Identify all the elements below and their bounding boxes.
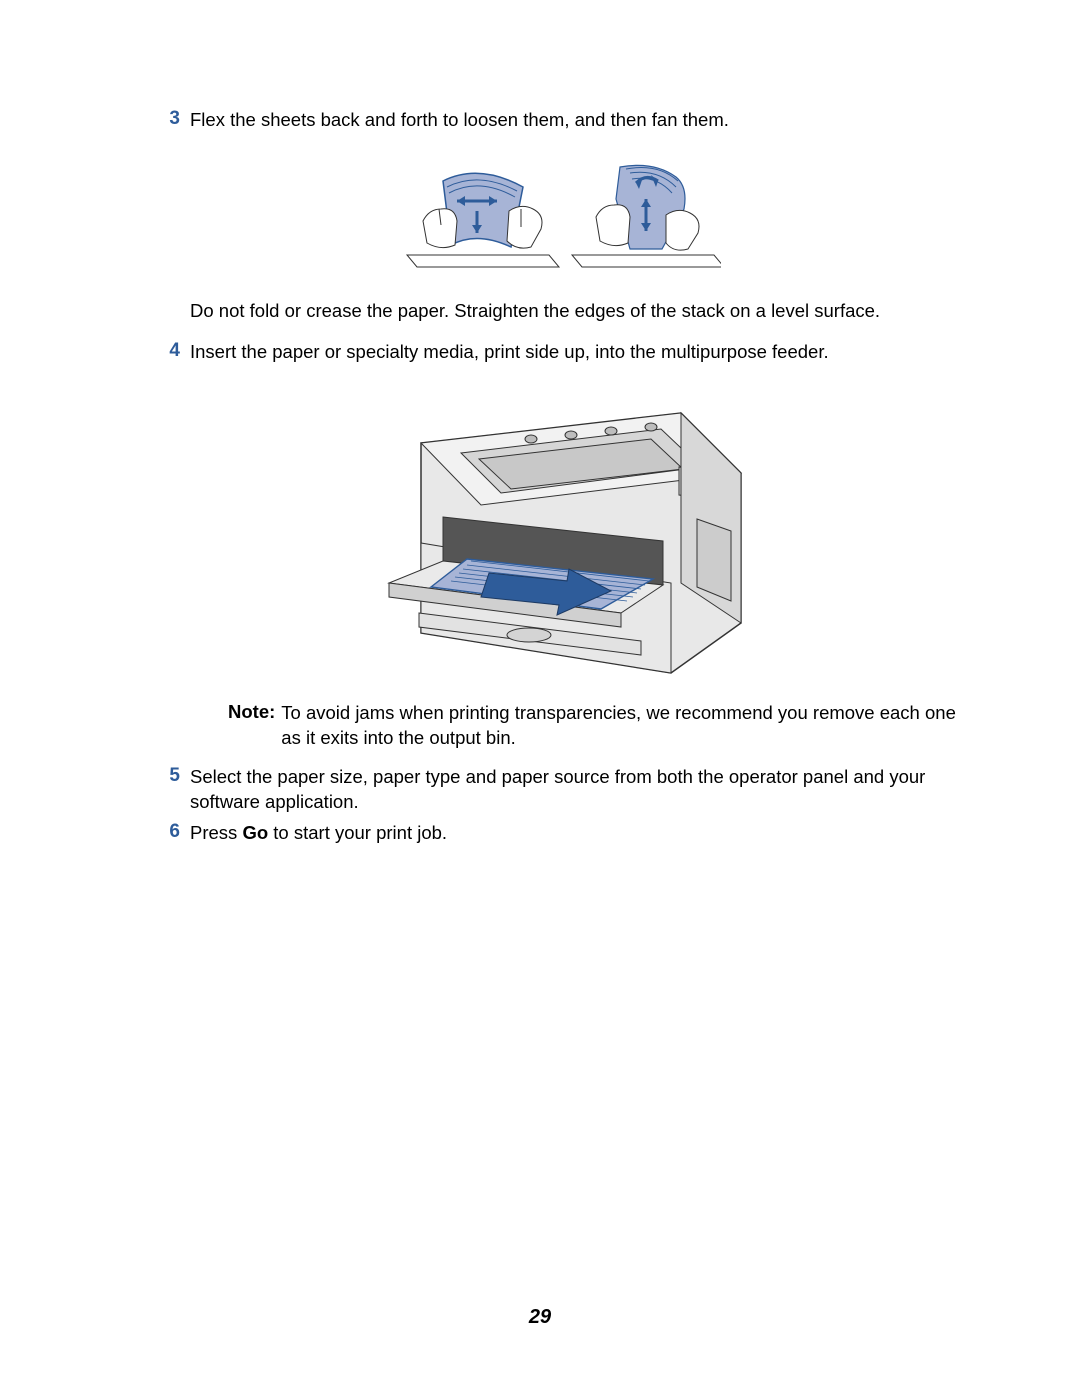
document-page: 3 Flex the sheets back and forth to loos… [0, 0, 1080, 846]
note-text: To avoid jams when printing transparenci… [281, 701, 960, 751]
page-number: 29 [0, 1306, 1080, 1329]
step-4-text: Insert the paper or specialty media, pri… [190, 340, 960, 365]
step-3-text: Flex the sheets back and forth to loosen… [190, 108, 960, 133]
step-3-sub: Do not fold or crease the paper. Straigh… [162, 299, 960, 334]
step-number-5: 5 [162, 765, 190, 787]
step-6-text: Press Go to start your print job. [190, 821, 960, 846]
step-3: 3 Flex the sheets back and forth to loos… [162, 108, 960, 133]
step-6: 6 Press Go to start your print job. [162, 821, 960, 846]
step-6-text-pre: Press [190, 822, 242, 843]
step-3-sub-text: Do not fold or crease the paper. Straigh… [190, 299, 960, 324]
go-button-label: Go [242, 822, 268, 843]
step-5-text: Select the paper size, paper type and pa… [190, 765, 960, 815]
printer-illustration [361, 383, 761, 683]
step-4: 4 Insert the paper or specialty media, p… [162, 340, 960, 365]
step-5: 5 Select the paper size, paper type and … [162, 765, 960, 815]
note-block: Note: To avoid jams when printing transp… [162, 701, 960, 751]
note-label: Note: [228, 701, 281, 751]
step-number-6: 6 [162, 821, 190, 843]
step-number-4: 4 [162, 340, 190, 362]
step-number-3: 3 [162, 108, 190, 130]
flex-paper-illustration [401, 151, 721, 281]
step-6-text-post: to start your print job. [268, 822, 447, 843]
